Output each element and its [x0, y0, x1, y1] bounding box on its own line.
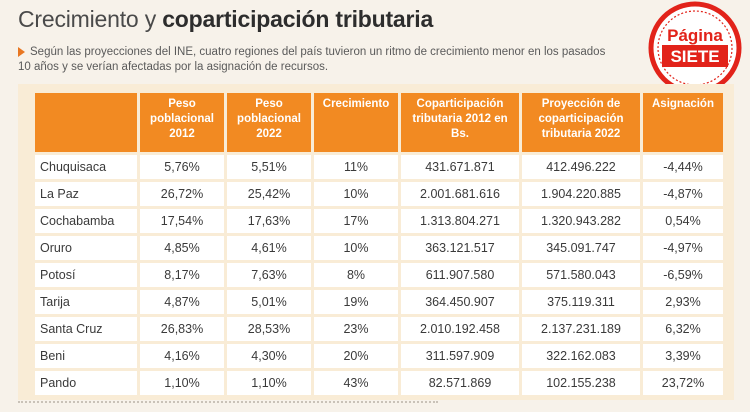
title-bold: coparticipación tributaria: [162, 6, 434, 32]
table-cell-proy2022: 412.496.222: [522, 155, 640, 179]
table-row: Pando 1,10% 1,10% 43% 82.571.869 102.155.238 2…: [35, 371, 723, 395]
table-cell-copart2012: 82.571.869: [401, 371, 519, 395]
table-body: Chuquisaca 5,76% 5,51% 11% 431.671.871 412.49…: [35, 155, 723, 395]
table-row: Beni 4,16% 4,30% 20% 311.597.909 322.162.083 3…: [35, 344, 723, 368]
subtitle-text: Según las proyecciones del INE, cuatro r…: [18, 46, 606, 73]
table-row: Chuquisaca 5,76% 5,51% 11% 431.671.871 412.49…: [35, 155, 723, 179]
table-cell-asignacion: -6,59%: [643, 263, 723, 287]
table-cell-peso2012: 1,10%: [140, 371, 224, 395]
table-header-cell: Peso poblacional 2022: [227, 93, 311, 152]
table-cell-proy2022: 1.904.220.885: [522, 182, 640, 206]
table-cell-peso2012: 4,87%: [140, 290, 224, 314]
table-cell-copart2012: 364.450.907: [401, 290, 519, 314]
table-cell-proy2022: 375.119.311: [522, 290, 640, 314]
table-panel: Peso poblacional 2012 Peso poblacional 20…: [18, 84, 734, 400]
table-cell-asignacion: 3,39%: [643, 344, 723, 368]
table-cell-crecimiento: 10%: [314, 236, 398, 260]
table-cell-peso2012: 8,17%: [140, 263, 224, 287]
table-cell-copart2012: 2.001.681.616: [401, 182, 519, 206]
table-cell-crecimiento: 8%: [314, 263, 398, 287]
table-cell-asignacion: -4,87%: [643, 182, 723, 206]
table-cell-proy2022: 1.320.943.282: [522, 209, 640, 233]
table-header-row: Peso poblacional 2012 Peso poblacional 20…: [35, 93, 723, 152]
title-light: Crecimiento y: [18, 6, 156, 32]
page-title: Crecimiento y coparticipación tributaria: [18, 6, 433, 33]
table-cell-copart2012: 363.121.517: [401, 236, 519, 260]
table-cell-peso2012: 4,85%: [140, 236, 224, 260]
table-cell-peso2022: 4,30%: [227, 344, 311, 368]
table-cell-peso2022: 25,42%: [227, 182, 311, 206]
table-cell-peso2022: 7,63%: [227, 263, 311, 287]
region-cell: Chuquisaca: [35, 155, 137, 179]
table-header-corner: [35, 93, 137, 152]
table-header-cell: Peso poblacional 2012: [140, 93, 224, 152]
logo-line1: Página: [667, 26, 723, 45]
table-cell-crecimiento: 23%: [314, 317, 398, 341]
table-cell-peso2022: 28,53%: [227, 317, 311, 341]
table-cell-crecimiento: 19%: [314, 290, 398, 314]
table-cell-proy2022: 322.162.083: [522, 344, 640, 368]
region-cell: Santa Cruz: [35, 317, 137, 341]
table-cell-peso2022: 5,01%: [227, 290, 311, 314]
table-cell-peso2022: 1,10%: [227, 371, 311, 395]
region-cell: La Paz: [35, 182, 137, 206]
table-cell-proy2022: 345.091.747: [522, 236, 640, 260]
table-cell-copart2012: 311.597.909: [401, 344, 519, 368]
table-row: Cochabamba 17,54% 17,63% 17% 1.313.804.271 1.…: [35, 209, 723, 233]
table-row: Tarija 4,87% 5,01% 19% 364.450.907 375.119.31…: [35, 290, 723, 314]
table-header-cell: Coparticipación tributaria 2012 en Bs.: [401, 93, 519, 152]
table-cell-peso2022: 5,51%: [227, 155, 311, 179]
table-cell-peso2012: 26,72%: [140, 182, 224, 206]
region-cell: Potosí: [35, 263, 137, 287]
table-header-cell: Crecimiento: [314, 93, 398, 152]
logo-badge-icon: Página SIETE: [648, 1, 742, 95]
bullet-icon: [18, 46, 25, 57]
table-cell-proy2022: 571.580.043: [522, 263, 640, 287]
table-cell-crecimiento: 17%: [314, 209, 398, 233]
pagina-siete-logo: Página SIETE: [648, 1, 742, 95]
table-cell-peso2012: 26,83%: [140, 317, 224, 341]
table-cell-proy2022: 2.137.231.189: [522, 317, 640, 341]
table-row: Santa Cruz 26,83% 28,53% 23% 2.010.192.458 2.…: [35, 317, 723, 341]
table-cell-peso2012: 17,54%: [140, 209, 224, 233]
table-cell-peso2012: 5,76%: [140, 155, 224, 179]
table-cell-crecimiento: 43%: [314, 371, 398, 395]
region-cell: Cochabamba: [35, 209, 137, 233]
table-cell-copart2012: 2.010.192.458: [401, 317, 519, 341]
table-header-cell: Proyección de coparticipación tributaria…: [522, 93, 640, 152]
table-cell-asignacion: -4,97%: [643, 236, 723, 260]
table-cell-peso2022: 4,61%: [227, 236, 311, 260]
table-cell-asignacion: 2,93%: [643, 290, 723, 314]
table-cell-crecimiento: 10%: [314, 182, 398, 206]
table-cell-copart2012: 611.907.580: [401, 263, 519, 287]
coparticipation-table: Peso poblacional 2012 Peso poblacional 20…: [32, 90, 726, 398]
region-cell: Beni: [35, 344, 137, 368]
table-row: Oruro 4,85% 4,61% 10% 363.121.517 345.091.747…: [35, 236, 723, 260]
table-cell-asignacion: 6,32%: [643, 317, 723, 341]
table-cell-proy2022: 102.155.238: [522, 371, 640, 395]
footnote-divider: [18, 401, 438, 409]
table-cell-asignacion: 23,72%: [643, 371, 723, 395]
region-cell: Tarija: [35, 290, 137, 314]
table-row: La Paz 26,72% 25,42% 10% 2.001.681.616 1.904.…: [35, 182, 723, 206]
table-cell-asignacion: 0,54%: [643, 209, 723, 233]
table-cell-asignacion: -4,44%: [643, 155, 723, 179]
table-cell-crecimiento: 11%: [314, 155, 398, 179]
region-cell: Oruro: [35, 236, 137, 260]
table-cell-peso2012: 4,16%: [140, 344, 224, 368]
table-header-cell: Asignación: [643, 93, 723, 152]
table-row: Potosí 8,17% 7,63% 8% 611.907.580 571.580.043…: [35, 263, 723, 287]
subtitle: Según las proyecciones del INE, cuatro r…: [18, 45, 618, 75]
table-cell-crecimiento: 20%: [314, 344, 398, 368]
region-cell: Pando: [35, 371, 137, 395]
table-cell-peso2022: 17,63%: [227, 209, 311, 233]
table-cell-copart2012: 1.313.804.271: [401, 209, 519, 233]
table-cell-copart2012: 431.671.871: [401, 155, 519, 179]
logo-line2: SIETE: [670, 47, 719, 66]
